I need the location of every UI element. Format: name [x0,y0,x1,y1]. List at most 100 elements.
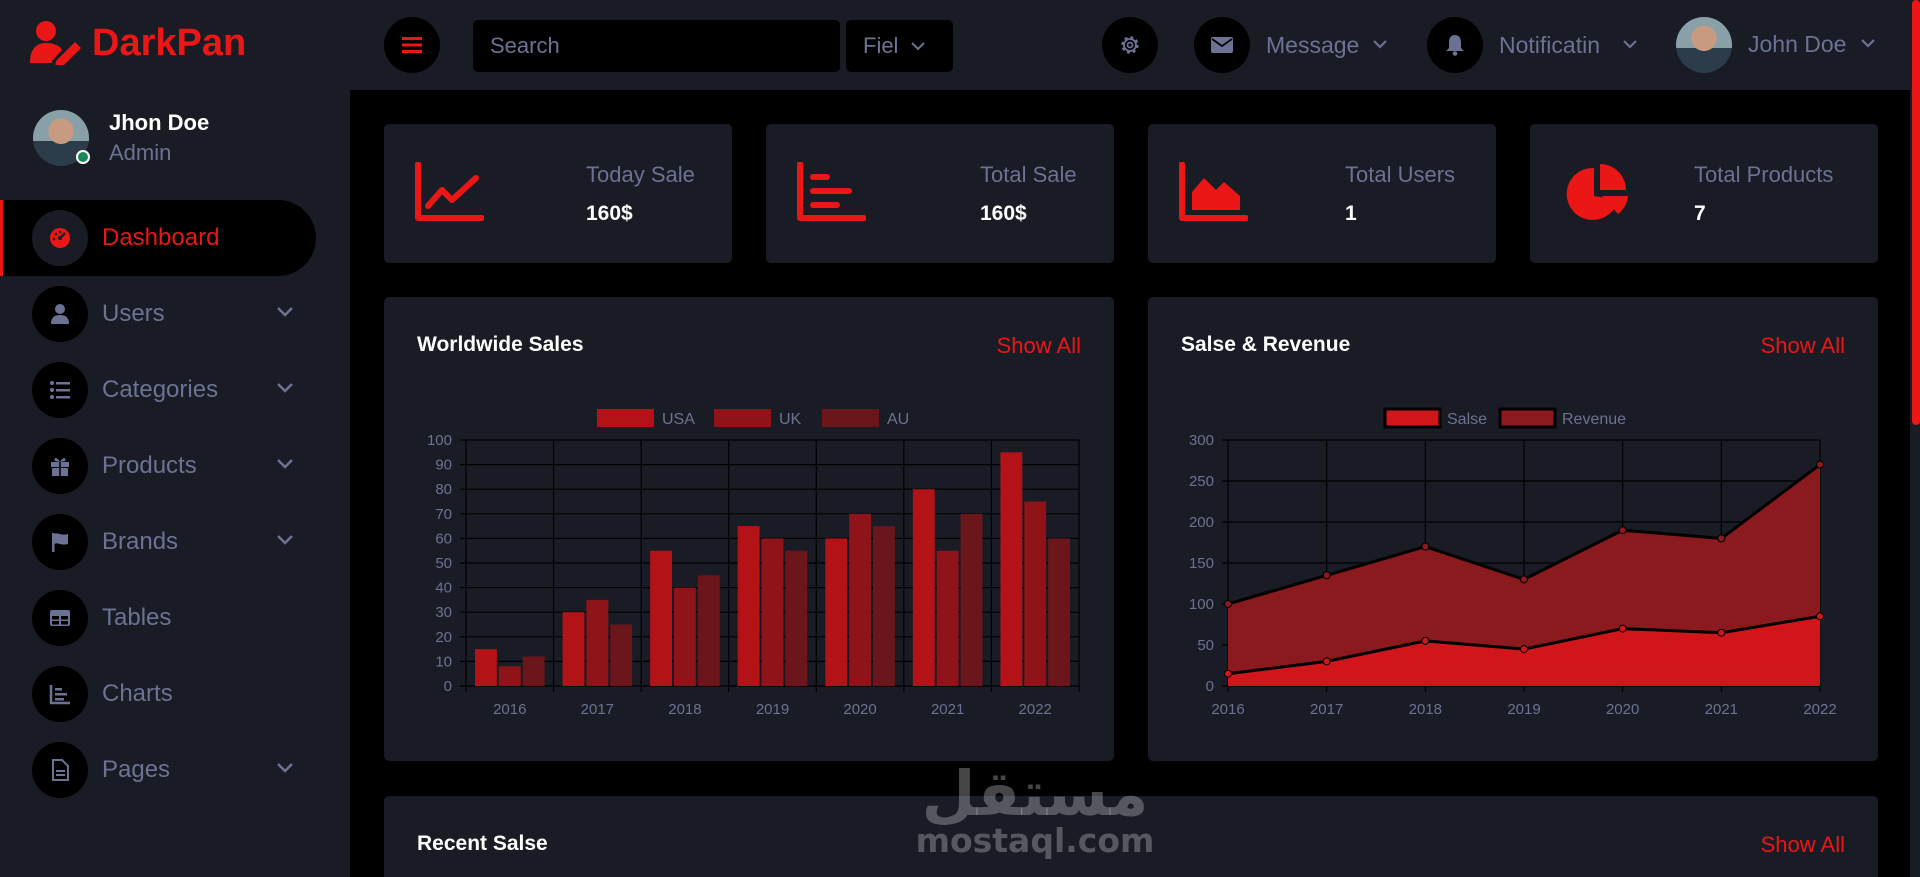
user-name-label[interactable]: John Doe [1748,31,1847,57]
y-tick-label: 20 [435,629,452,646]
bar-uk [936,550,959,686]
y-tick-label: 70 [435,506,452,523]
x-tick-label: 2017 [1310,701,1343,718]
stat-card-total-users: Total Users 1 [1148,124,1496,263]
sales-revenue-chart: 0 50 100 150 200 250 300 2016 2017 2018 2019 2020 20… [1189,407,1837,718]
bar-usa [737,526,760,686]
sidebar-item-label: Users [102,300,165,327]
settings-button[interactable] [1102,17,1158,73]
x-tick-label: 2017 [581,701,614,718]
envelope-icon [1211,37,1233,53]
chevron-down-icon [1861,39,1875,48]
y-tick-label: 200 [1189,514,1214,531]
legend-label: UK [779,411,802,428]
chevron-down-icon [277,763,293,773]
sidebar-item-pages[interactable]: Pages [0,732,350,808]
profile-name: Jhon Doe [109,110,210,135]
stat-card-total-sale: Total Sale 160$ [766,124,1114,263]
bar-au [873,526,895,686]
sidebar-item-tables[interactable]: Tables [0,580,350,656]
point-revenue [1717,534,1726,543]
sidebar-item-label: Dashboard [102,224,220,251]
show-all-link[interactable]: Show All [1760,832,1845,857]
card-title: Salse & Revenue [1181,333,1351,356]
point-salse [1816,612,1824,621]
avatar [33,110,90,166]
sidebar-item-categories[interactable]: Categories [0,352,350,428]
sidebar-item-label: Products [102,452,197,479]
stat-label: Today Sale [586,162,695,187]
point-revenue [1421,542,1430,551]
sidebar-item-brands[interactable]: Brands [0,504,350,580]
chevron-down-icon [277,383,293,393]
sidebar-item-label: Brands [102,528,179,555]
sidebar-toggle-button[interactable] [384,17,440,73]
bar-au [697,575,720,686]
sidebar-item-dashboard[interactable]: Dashboard [0,200,316,276]
bar-au [610,624,633,686]
notification-button[interactable] [1427,17,1483,73]
card-title: Recent Salse [417,832,548,855]
y-tick-label: 0 [444,678,452,695]
brand-logo[interactable]: DarkPan [30,18,246,68]
bar-uk [849,513,871,686]
worldwide-sales-chart: 0 10 20 30 40 50 60 70 80 90 100 2016 2017 2018 2019 20… [427,409,1080,718]
y-tick-label: 250 [1189,473,1214,490]
scrollbar-thumb[interactable] [1912,0,1920,425]
chart-line-icon [415,162,484,221]
x-tick-label: 2018 [1409,701,1442,718]
bar-au [522,656,545,686]
legend-label: Salse [1447,411,1487,428]
profile-role: Admin [109,140,172,165]
y-tick-label: 40 [435,580,452,597]
point-revenue [1618,526,1627,535]
search-input[interactable] [473,20,840,72]
chevron-down-icon [277,459,293,469]
y-tick-label: 300 [1189,432,1214,449]
chevron-down-icon [911,41,926,50]
recent-sales-card: Recent Salse Show All [384,796,1878,877]
sales-revenue-card: Salse & Revenue Show All 0 50 100 150 200 250… [1148,297,1878,761]
user-avatar[interactable] [1676,17,1732,73]
y-tick-label: 150 [1189,555,1214,572]
message-label[interactable]: Message [1266,32,1360,58]
sidebar-nav: Dashboard Users Categories Pr [0,200,350,808]
bell-icon [1446,35,1464,56]
scrollbar-track[interactable] [1910,0,1920,877]
online-status-dot [76,150,90,164]
field-select[interactable]: Fiel [846,20,953,72]
point-revenue [1322,571,1331,580]
bar-usa [562,612,585,686]
sidebar-item-users[interactable]: Users [0,276,350,352]
show-all-link[interactable]: Show All [1760,333,1845,358]
stat-value: 160$ [586,202,633,225]
chart-pie-icon [1566,164,1628,220]
gift-icon [32,438,88,494]
point-salse [1322,657,1331,666]
chevron-down-icon [277,535,293,545]
bar-uk [761,538,784,686]
sidebar-item-label: Charts [102,680,173,707]
message-button[interactable] [1194,17,1250,73]
sidebar-profile: Jhon Doe Admin [33,108,209,168]
y-tick-label: 100 [1189,596,1214,613]
show-all-link[interactable]: Show All [996,333,1081,358]
x-tick-label: 2016 [493,701,526,718]
bar-uk [586,599,609,686]
notification-label[interactable]: Notificatin [1499,32,1600,58]
sidebar-item-products[interactable]: Products [0,428,350,504]
bar-au [1048,538,1070,686]
bar-uk [1024,501,1047,686]
file-icon [32,742,88,798]
point-revenue [1816,460,1824,469]
point-revenue [1224,600,1232,608]
y-tick-label: 50 [435,555,452,572]
y-tick-label: 50 [1197,637,1214,654]
y-tick-label: 80 [435,481,452,498]
chevron-down-icon [1623,40,1637,49]
y-tick-label: 100 [427,432,452,449]
bar-uk [498,666,521,686]
sidebar-item-charts[interactable]: Charts [0,656,350,732]
legend-label: Revenue [1562,411,1626,428]
